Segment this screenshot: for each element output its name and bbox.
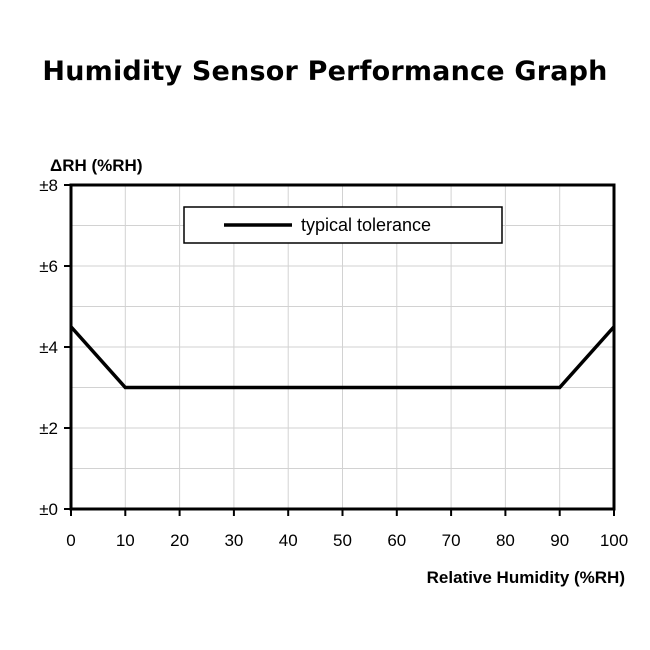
x-tick-label: 40 <box>279 531 298 550</box>
x-tick-label: 90 <box>550 531 569 550</box>
y-tick-label: ±2 <box>39 419 58 438</box>
legend-label: typical tolerance <box>301 215 431 235</box>
y-tick-label: ±4 <box>39 338 58 357</box>
x-tick-label: 20 <box>170 531 189 550</box>
x-tick-label: 100 <box>600 531 628 550</box>
axes: 0 10 20 30 40 50 60 70 80 90 100 ±0 ±2 ±4 ±6 ±8 <box>39 176 628 550</box>
legend: typical tolerance <box>183 206 503 244</box>
chart-title: Humidity Sensor Performance Graph <box>42 56 608 87</box>
y-axis-title: ΔRH (%RH) <box>50 156 143 175</box>
x-tick-label: 50 <box>333 531 352 550</box>
series-layer <box>69 325 616 390</box>
series-line-typical-tolerance <box>69 325 616 390</box>
x-tick-label: 70 <box>442 531 461 550</box>
x-tick-label: 80 <box>496 531 515 550</box>
y-tick-label: ±0 <box>39 500 58 519</box>
y-tick-label: ±6 <box>39 257 58 276</box>
x-tick-label: 0 <box>66 531 75 550</box>
x-tick-label: 60 <box>387 531 406 550</box>
y-tick-label: ±8 <box>39 176 58 195</box>
x-tick-label: 10 <box>116 531 135 550</box>
x-tick-label: 30 <box>224 531 243 550</box>
x-axis-title: Relative Humidity (%RH) <box>427 568 625 587</box>
